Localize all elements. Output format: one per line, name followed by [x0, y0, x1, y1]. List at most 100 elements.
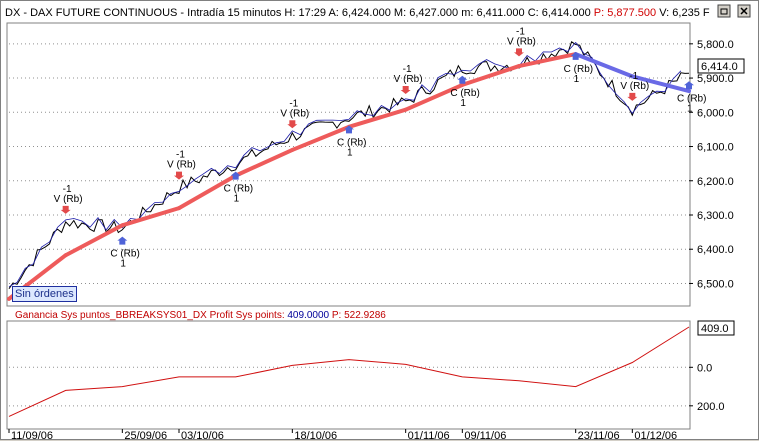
- window-controls: [717, 4, 751, 18]
- stop-line-segment: [63, 223, 125, 258]
- stop-line-segment: [290, 124, 351, 152]
- sell-signal-label: V (Rb): [394, 74, 423, 85]
- sell-qty-label: -1: [629, 71, 638, 82]
- profit-last-value-label: 409.0: [701, 323, 729, 335]
- price-y-axis: 6,500.0 6,400.0 6,300.0 6,200.0 6,100.0 6,000…: [689, 39, 734, 290]
- buy-qty-label: 1: [574, 74, 580, 85]
- trade-signals: -1V (Rb)C (Rb)1-1V (Rb)C (Rb)1-1V (Rb)C …: [54, 26, 707, 269]
- price-y-tick-label: 6,400.0: [697, 244, 734, 256]
- c-value: 6,414.000: [542, 7, 591, 19]
- price-y-tick-label: 5,800.0: [697, 39, 734, 51]
- sell-signal-label: V (Rb): [620, 81, 649, 92]
- buy-signal-label: C (Rb): [337, 137, 366, 148]
- p-value: 5,877.500: [607, 7, 656, 19]
- sell-signal: -1V (Rb): [280, 98, 309, 129]
- stop-line: [7, 52, 691, 301]
- stop-line-segment: [573, 52, 635, 79]
- buy-signal-label: C (Rb): [110, 249, 139, 260]
- sell-signal: -1V (Rb): [620, 71, 649, 101]
- buy-signal: C (Rb)1: [337, 125, 366, 158]
- header-text: DX - DAX FUTURE CONTINUOUS - Intradía 15…: [5, 7, 710, 19]
- sell-arrow: [60, 205, 71, 214]
- sell-qty-label: -1: [516, 26, 525, 37]
- buy-qty-label: 1: [120, 259, 126, 270]
- buy-signal: C (Rb)1: [224, 171, 253, 205]
- profit-panel-frame: [6, 320, 691, 430]
- restore-icon: [720, 8, 728, 15]
- price-panel-frame: [6, 22, 691, 307]
- buy-arrow: [684, 81, 694, 90]
- buy-signal: C (Rb)1: [450, 75, 480, 109]
- orders-button[interactable]: Sin órdenes: [12, 286, 77, 302]
- price-last-value: 6,414.0: [697, 58, 745, 74]
- sell-qty-label: -1: [176, 150, 185, 161]
- stop-line-segment: [120, 206, 181, 228]
- profit-series-line: [8, 326, 690, 417]
- profit-last-value: 409.0: [697, 320, 735, 336]
- h-value: 17:29: [298, 7, 326, 19]
- profit-y-tick-label: 0.0: [697, 362, 712, 374]
- sell-signal-label: V (Rb): [507, 36, 536, 47]
- sell-signal-label: V (Rb): [167, 160, 196, 171]
- sell-signal: -1V (Rb): [507, 26, 536, 57]
- buy-arrow: [344, 125, 354, 134]
- buy-signal-label: C (Rb): [677, 93, 706, 104]
- buy-signal-label: C (Rb): [564, 64, 593, 75]
- buy-signal-label: C (Rb): [224, 184, 253, 195]
- stop-line-segment: [460, 64, 521, 87]
- sell-arrow: [174, 171, 184, 180]
- buy-qty-label: 1: [687, 103, 693, 114]
- stop-line-segment: [517, 52, 578, 69]
- buy-qty-label: 1: [347, 147, 353, 158]
- profit-y-axis: 200.0 0.0: [689, 362, 725, 413]
- buy-qty-label: 1: [460, 98, 466, 109]
- buy-arrow: [457, 75, 468, 84]
- price-y-tick-label: 6,000.0: [697, 107, 734, 119]
- price-y-tick-label: 6,200.0: [697, 176, 734, 188]
- price-y-tick-label: 6,100.0: [697, 142, 734, 154]
- x-tick-label: 01/12/06: [634, 430, 677, 441]
- profit-panel-title: Ganancia Sys puntos_BBREAKSYS01_DX Profi…: [15, 310, 386, 321]
- sell-signal: -1V (Rb): [394, 64, 423, 95]
- stop-line-segment: [630, 74, 691, 94]
- x-tick-label: 23/11/06: [578, 430, 620, 441]
- x-axis: 11/09/06 25/09/06 03/10/06 18/10/06 01/11/06…: [7, 428, 690, 441]
- price-last-value-label: 6,414.0: [701, 61, 738, 73]
- x-tick-label: 01/11/06: [408, 430, 450, 441]
- stop-line-segment: [347, 107, 408, 129]
- close-icon: [740, 7, 748, 15]
- sell-arrow: [400, 86, 411, 95]
- sell-signal-label: V (Rb): [280, 108, 309, 119]
- price-grid: [9, 43, 689, 284]
- price-series-line: [8, 41, 690, 289]
- sell-arrow: [287, 120, 298, 129]
- buy-signal: C (Rb)1: [110, 236, 140, 270]
- sell-signal: -1V (Rb): [167, 150, 196, 180]
- restore-button[interactable]: [717, 4, 731, 18]
- sell-qty-label: -1: [403, 64, 412, 75]
- buy-signal: C (Rb)1: [564, 51, 593, 85]
- x-tick-label: 11/09/06: [11, 430, 53, 441]
- price-y-tick-label: 6,300.0: [697, 210, 734, 222]
- mn-value: 6,411.000: [477, 7, 525, 19]
- sell-signal: -1V (Rb): [54, 184, 83, 214]
- sell-arrow: [514, 48, 524, 57]
- sell-arrow: [627, 92, 638, 101]
- instrument-title: DAX FUTURE CONTINUOUS: [30, 7, 177, 19]
- stop-line-segment: [403, 82, 465, 112]
- x-tick-label: 09/11/06: [464, 430, 506, 441]
- sell-qty-label: -1: [63, 184, 72, 195]
- x-tick-label: 25/09/06: [124, 430, 167, 441]
- m-value: 6,427.000: [409, 7, 458, 19]
- sell-signal-label: V (Rb): [54, 194, 83, 205]
- profit-grid: [9, 366, 689, 407]
- stop-line-segment: [177, 173, 238, 211]
- buy-qty-label: 1: [234, 194, 240, 205]
- profit-y-tick-label: 200.0: [697, 401, 725, 413]
- v-value: 6,235: [672, 7, 700, 19]
- sell-qty-label: -1: [289, 98, 298, 109]
- price-y-tick-label: 6,500.0: [697, 278, 734, 290]
- symbol: DX: [5, 7, 21, 19]
- a-value: 6,424.000: [342, 7, 391, 19]
